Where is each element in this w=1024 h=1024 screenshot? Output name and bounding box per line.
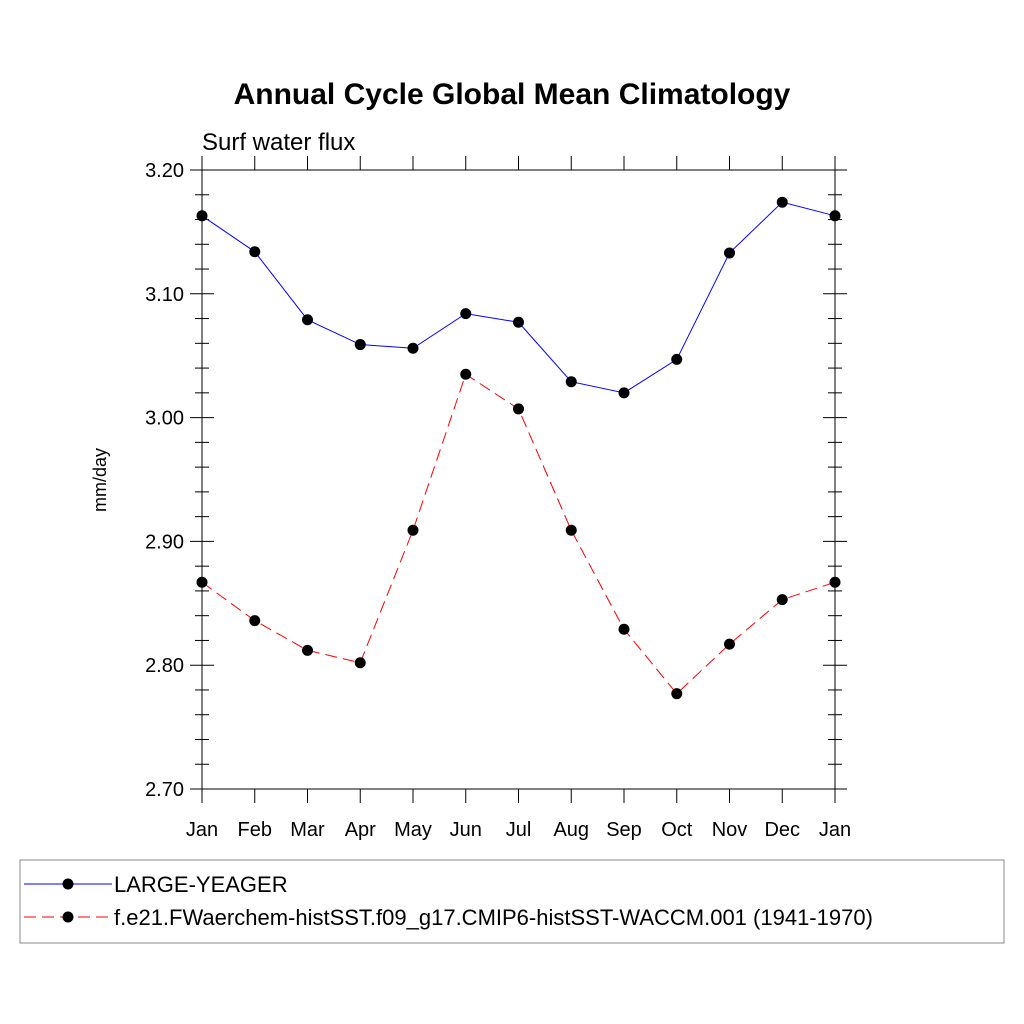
legend-swatch-marker (62, 911, 74, 923)
x-tick-label: Dec (764, 819, 800, 841)
x-tick-label: Sep (606, 819, 642, 841)
y-tick-labels: 2.70 2.80 2.90 3.00 3.10 3.20 (145, 160, 184, 801)
series-1-point (460, 308, 472, 320)
series-1-point (196, 210, 208, 222)
series-1-point (407, 342, 419, 354)
series-2-point (196, 576, 208, 588)
y-tick-label: 3.20 (145, 160, 184, 182)
x-tick-label: Jan (186, 819, 218, 841)
series-2-point (724, 638, 735, 650)
x-tick-label: Nov (712, 819, 748, 841)
series-1-point (829, 210, 841, 222)
series-1-point (565, 376, 577, 388)
x-tick-label: Jan (819, 819, 851, 841)
y-axis-label: mm/day (90, 448, 110, 512)
series-2-point (513, 403, 524, 415)
y-tick-label: 2.80 (145, 655, 184, 677)
y-tick-label: 2.90 (145, 531, 184, 553)
series-2-point (829, 576, 841, 588)
series-line-1 (201, 201, 836, 394)
series-1-point (249, 246, 261, 258)
x-tick-label: Jul (506, 819, 532, 841)
legend-entry-label: f.e21.FWaerchem-histSST.f09_g17.CMIP6-hi… (114, 905, 873, 930)
axis-ticks (190, 156, 847, 803)
x-tick-label: Apr (345, 819, 376, 841)
x-tick-label: Aug (553, 819, 589, 841)
series-2-point (671, 688, 683, 700)
legend-box (19, 859, 1005, 944)
series-1-point (513, 316, 524, 328)
series-2-point (565, 524, 577, 536)
plot-frame (201, 169, 836, 790)
x-tick-label: May (394, 819, 432, 841)
x-tick-label: Oct (661, 819, 693, 841)
legend: LARGE-YEAGER f.e21.FWaerchem-histSST.f09_… (24, 872, 873, 930)
x-tick-labels: Jan Feb Mar Apr May Jun Jul Aug Sep Oct Nov Dec Jan (186, 819, 851, 841)
x-tick-label: Feb (238, 819, 272, 841)
y-tick-label: 3.10 (145, 284, 184, 306)
series-2-point (407, 524, 419, 536)
series-2-point (618, 623, 630, 635)
series-1-point (354, 339, 366, 351)
series-layer (196, 196, 841, 700)
x-tick-label: Mar (290, 819, 325, 841)
y-tick-label: 2.70 (145, 779, 184, 801)
series-2-point (460, 368, 472, 380)
y-tick-label: 3.00 (145, 408, 184, 430)
series-1-point (302, 314, 313, 326)
chart-title: Annual Cycle Global Mean Climatology (234, 78, 791, 111)
series-2-point (249, 615, 261, 627)
series-1-point (776, 196, 788, 208)
chart-subtitle: Surf water flux (202, 129, 355, 156)
series-1-point (671, 353, 683, 365)
series-2-point (354, 657, 366, 669)
series-1-point (618, 387, 630, 399)
series-1-point (724, 247, 735, 259)
legend-swatch-marker (62, 878, 74, 890)
series-2-point (302, 644, 313, 656)
x-tick-label: Jun (450, 819, 482, 841)
series-line-2 (201, 373, 836, 695)
legend-entry-label: LARGE-YEAGER (114, 872, 288, 897)
series-2-point (776, 594, 788, 606)
